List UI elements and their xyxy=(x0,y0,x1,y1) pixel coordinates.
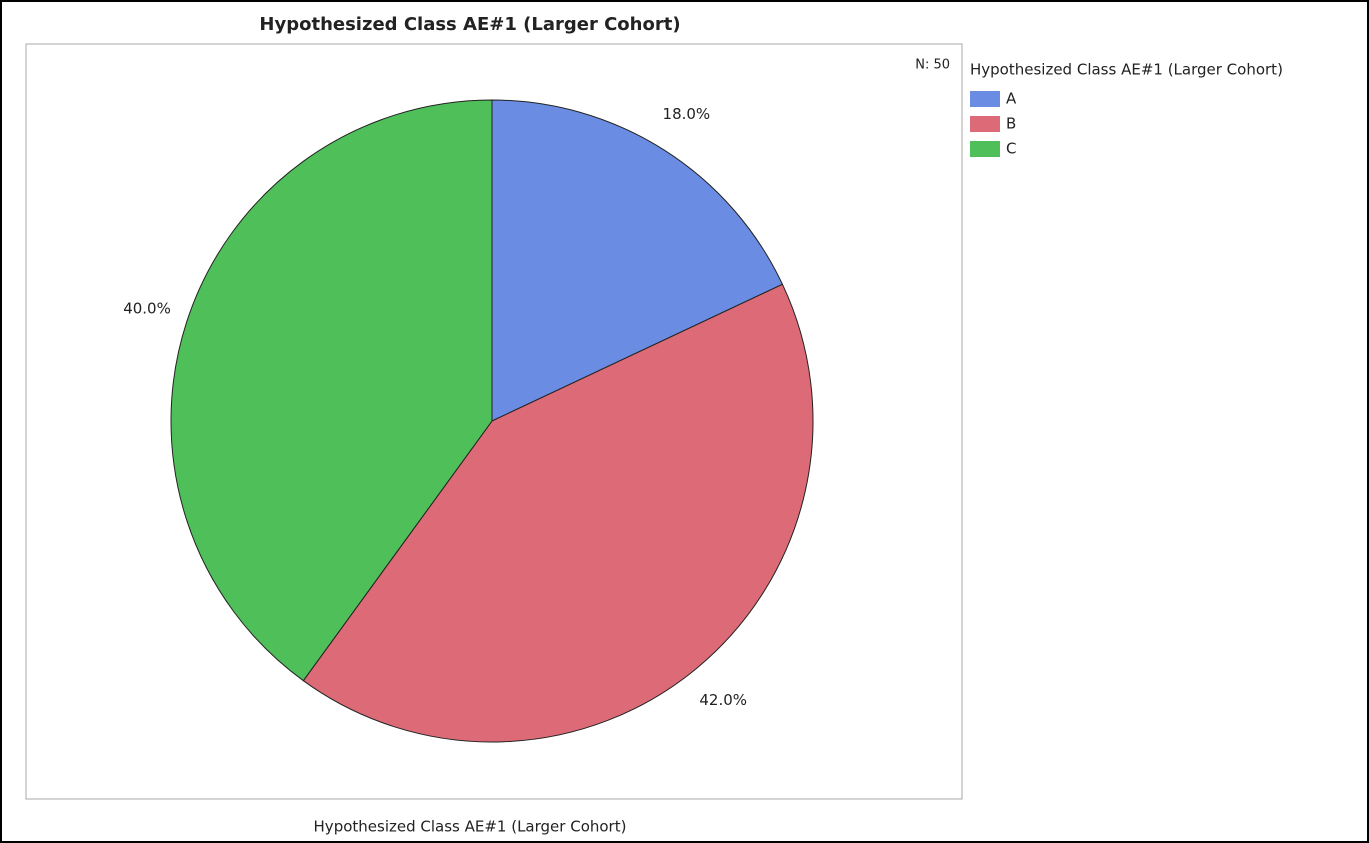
legend-title: Hypothesized Class AE#1 (Larger Cohort) xyxy=(970,61,1283,79)
pie-slice xyxy=(170,99,493,682)
data-label: 42.0% xyxy=(699,691,747,709)
legend-swatch xyxy=(970,116,1000,132)
pie-slice xyxy=(491,99,784,422)
annotation: N: 50 xyxy=(915,58,950,73)
pie-slice xyxy=(302,283,814,743)
data-label: 18.0% xyxy=(663,105,711,123)
legend-swatch xyxy=(970,91,1000,107)
chart-title: Hypothesized Class AE#1 (Larger Cohort) xyxy=(259,14,680,35)
data-label: 40.0% xyxy=(123,299,171,317)
legend-label: A xyxy=(1006,90,1017,108)
x-axis-label: Hypothesized Class AE#1 (Larger Cohort) xyxy=(314,818,627,836)
legend-label: B xyxy=(1006,115,1016,133)
legend-label: C xyxy=(1006,140,1016,158)
legend-swatch xyxy=(970,141,1000,157)
